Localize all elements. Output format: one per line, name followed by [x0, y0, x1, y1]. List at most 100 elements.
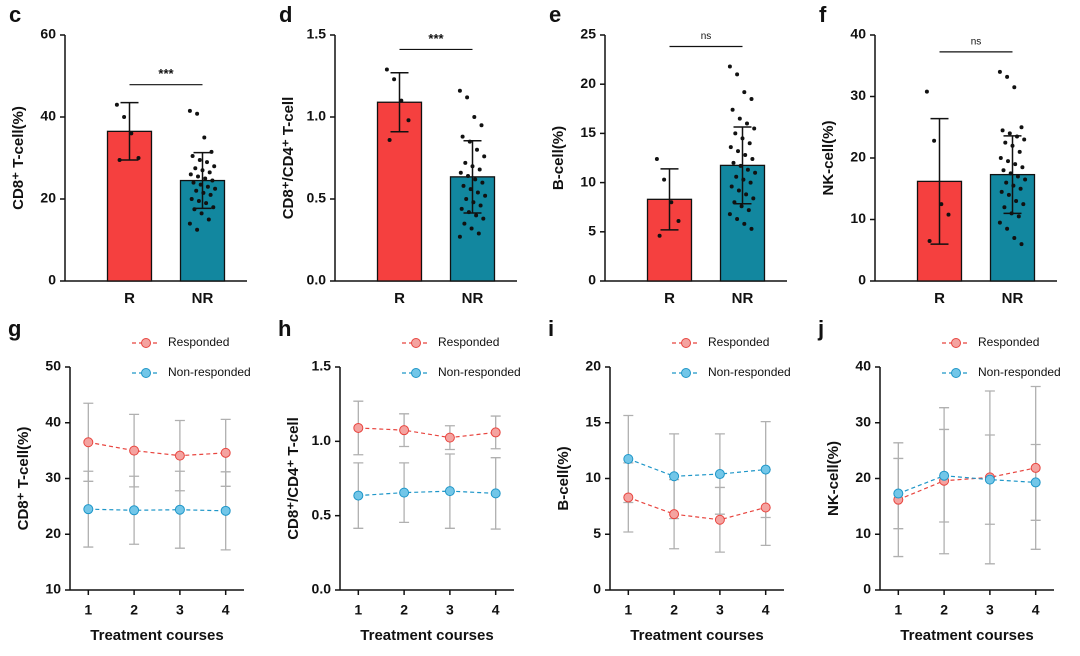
marker [760, 502, 771, 513]
data-point [471, 200, 476, 205]
data-point [729, 184, 734, 189]
y-tick-label: 20 [45, 525, 61, 541]
marker [939, 470, 950, 481]
series-line [88, 508, 226, 512]
legend-label: Responded [438, 335, 499, 349]
y-tick-label: 0 [858, 272, 866, 288]
data-point [204, 201, 209, 206]
data-point [479, 123, 484, 128]
data-point [198, 182, 203, 187]
data-point [1008, 171, 1013, 176]
data-point [738, 163, 743, 168]
y-tick-label: 20 [580, 75, 596, 91]
x-axis-label: Treatment courses [90, 627, 223, 644]
data-point [743, 153, 748, 158]
x-tick-label: NR [732, 290, 754, 307]
x-tick-label: 4 [222, 602, 230, 618]
series-line [898, 467, 1036, 501]
data-point [187, 221, 192, 226]
data-point [1020, 165, 1025, 170]
x-tick-label: 2 [940, 602, 948, 618]
marker [669, 471, 680, 482]
data-point [997, 220, 1002, 225]
y-tick-label: 0 [593, 581, 601, 597]
data-point [475, 190, 480, 195]
y-tick-label: 30 [850, 87, 866, 103]
y-tick-label: 10 [850, 210, 866, 226]
x-tick-label: 4 [1032, 602, 1040, 618]
legend-label: Non-responded [168, 365, 251, 379]
data-point [473, 177, 478, 182]
y-axis-label: NK-cell(%) [825, 441, 842, 516]
y-axis-label: CD8⁺ T-cell(%) [15, 427, 32, 531]
y-tick-label: 40 [850, 26, 866, 42]
data-point [1000, 128, 1005, 133]
data-point [1022, 137, 1027, 142]
data-point [1018, 186, 1023, 191]
data-point [1014, 199, 1019, 204]
data-point [406, 118, 411, 123]
data-point [467, 139, 472, 144]
x-tick-label: 4 [762, 602, 770, 618]
significance-label: ns [701, 31, 712, 42]
legend-marker [951, 338, 961, 348]
y-tick-label: 10 [585, 469, 601, 485]
x-tick-label: NR [462, 290, 484, 307]
marker [984, 474, 995, 485]
x-tick-label: R [664, 290, 675, 307]
y-tick-label: 40 [855, 358, 871, 374]
data-point [737, 116, 742, 121]
y-axis-label: NK-cell(%) [820, 120, 837, 195]
y-tick-label: 0.5 [307, 190, 327, 206]
data-point [466, 174, 470, 179]
data-point [939, 202, 944, 207]
data-point [387, 137, 392, 142]
y-tick-label: 15 [585, 413, 601, 429]
marker [444, 486, 455, 497]
marker [83, 437, 94, 448]
data-point [202, 135, 207, 140]
x-tick-label: 2 [130, 602, 138, 618]
marker [399, 425, 410, 436]
marker [1030, 477, 1041, 488]
panel-letter: i [548, 316, 554, 341]
series-line [88, 441, 226, 457]
y-tick-label: 20 [40, 190, 56, 206]
data-point [460, 134, 465, 139]
data-point [1013, 162, 1018, 167]
marker [83, 504, 94, 515]
y-tick-label: 10 [580, 173, 596, 189]
y-tick-label: 0.0 [312, 581, 332, 597]
data-point [205, 184, 210, 189]
data-point [1023, 177, 1028, 182]
y-tick-label: 20 [585, 358, 601, 374]
x-tick-label: 4 [492, 602, 500, 618]
data-point [208, 192, 213, 197]
y-tick-label: 1.5 [307, 26, 327, 42]
y-tick-label: 0 [48, 272, 56, 288]
y-tick-label: 50 [45, 358, 61, 374]
y-tick-label: 30 [855, 413, 871, 429]
data-point [480, 180, 485, 185]
panel-letter: d [279, 2, 292, 27]
error-bar [930, 117, 949, 245]
significance-label: *** [158, 66, 174, 81]
y-tick-label: 1.0 [307, 108, 327, 124]
x-tick-label: R [124, 290, 135, 307]
data-point [483, 193, 488, 198]
marker [220, 505, 231, 516]
marker [174, 504, 185, 515]
data-point [399, 98, 404, 103]
data-point [1015, 174, 1020, 179]
data-point [1006, 192, 1011, 197]
data-point [728, 145, 733, 150]
marker [129, 445, 140, 456]
marker [669, 509, 680, 520]
data-point [466, 210, 471, 215]
data-point [196, 174, 200, 179]
series-line [358, 490, 496, 497]
data-point [730, 107, 735, 112]
data-point [129, 131, 134, 136]
error-bar [120, 101, 139, 161]
